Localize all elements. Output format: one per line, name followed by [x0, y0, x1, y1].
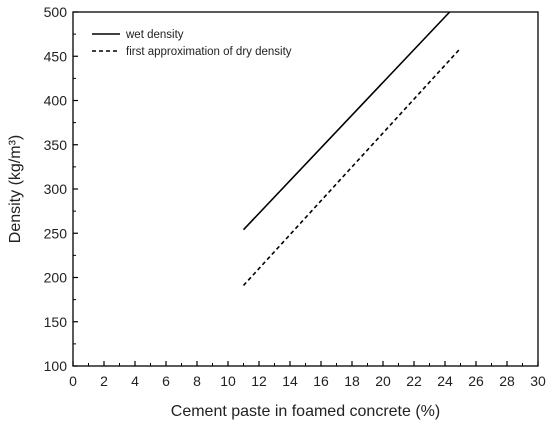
y-axis-title: Density (kg/m³)	[7, 135, 24, 243]
x-tick-label: 4	[131, 373, 139, 389]
x-tick-label: 10	[220, 373, 236, 389]
x-tick-label: 6	[162, 373, 170, 389]
x-tick-label: 24	[437, 373, 453, 389]
x-axis: 0 2 4 6 8 10 12 14 16 18 20 22 24 26 28 30	[69, 361, 546, 389]
x-axis-title: Cement paste in foamed concrete (%)	[171, 403, 440, 420]
x-tick-label: 12	[251, 373, 267, 389]
x-tick-label: 26	[468, 373, 484, 389]
x-tick-label: 28	[499, 373, 515, 389]
y-tick-label: 150	[44, 314, 68, 330]
x-tick-label: 14	[282, 373, 298, 389]
y-axis: 100 150 200 250 300 350 400 450 500	[44, 4, 78, 374]
x-tick-label: 0	[69, 373, 77, 389]
x-tick-label: 16	[313, 373, 329, 389]
x-tick-label: 22	[406, 373, 422, 389]
dry-density-line	[242, 47, 462, 287]
x-tick-label: 30	[530, 373, 546, 389]
y-tick-label: 450	[44, 48, 68, 64]
legend: wet density first approximation of dry de…	[92, 29, 292, 58]
legend-label: first approximation of dry density	[126, 46, 292, 58]
y-tick-label: 500	[44, 4, 68, 20]
plot-area	[72, 11, 539, 367]
legend-label: wet density	[125, 29, 184, 41]
wet-density-line	[242, 11, 451, 231]
y-tick-label: 200	[44, 270, 68, 286]
series-layer	[242, 11, 462, 287]
y-tick-label: 350	[44, 137, 68, 153]
y-tick-label: 300	[44, 181, 68, 197]
y-tick-label: 100	[44, 358, 68, 374]
plot-frame	[72, 11, 539, 367]
x-tick-label: 20	[375, 373, 391, 389]
x-tick-label: 2	[100, 373, 108, 389]
y-tick-label: 400	[44, 93, 68, 109]
x-tick-label: 8	[193, 373, 201, 389]
y-tick-label: 250	[44, 225, 68, 241]
x-tick-label: 18	[344, 373, 360, 389]
